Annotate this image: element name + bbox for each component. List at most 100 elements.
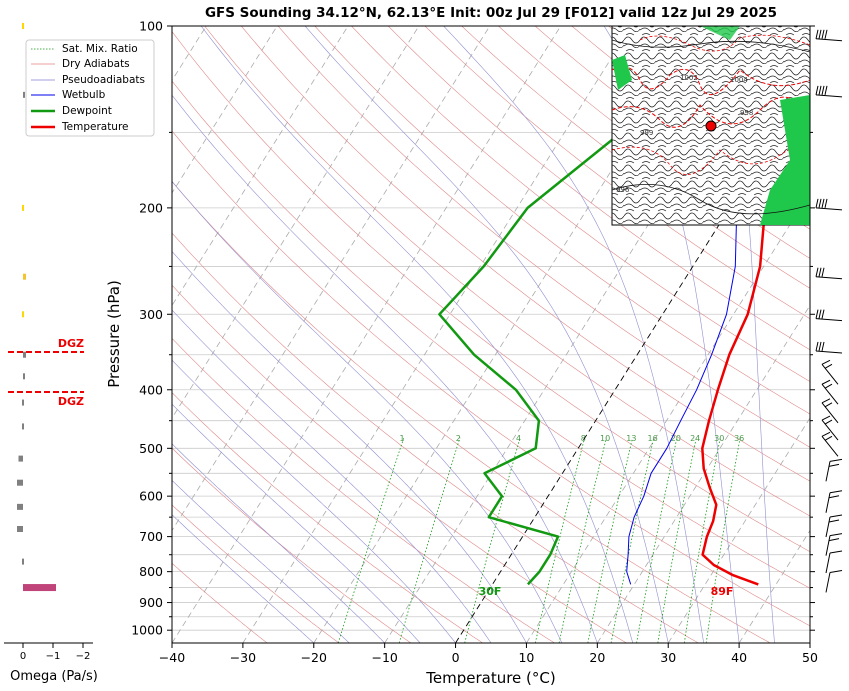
- wind-barb: [825, 458, 843, 482]
- x-tick-label: 0: [452, 650, 460, 665]
- x-tick-label: −40: [159, 650, 185, 665]
- mix-ratio-line: [464, 437, 521, 643]
- omega-bar: [22, 204, 24, 211]
- legend-entry: Temperature: [61, 121, 129, 133]
- mix-ratio-label: 10: [600, 434, 610, 443]
- chart-title: GFS Sounding 34.12°N, 62.13°E Init: 00z …: [205, 5, 777, 21]
- dry-adiabat: [172, 337, 555, 643]
- wind-barb: [825, 533, 843, 556]
- pseudoadiabat: [172, 359, 456, 643]
- wind-barb: [821, 415, 839, 441]
- omega-bar: [22, 23, 24, 29]
- omega-axis-label: Omega (Pa/s): [10, 669, 98, 684]
- mix-ratio-label: 20: [671, 434, 681, 443]
- y-tick-label: 700: [139, 529, 163, 544]
- pseudoadiabat: [304, 26, 669, 643]
- pseudoadiabat: [172, 443, 385, 643]
- x-axis-label: Temperature (°C): [425, 669, 555, 687]
- dry-adiabat: [424, 26, 810, 320]
- dry-adiabat: [351, 26, 810, 382]
- legend-entry: Sat. Mix. Ratio: [62, 43, 138, 55]
- wind-barb: [815, 267, 843, 280]
- omega-panel: DGZ DGZ 0 −1 −2 Omega (Pa/s): [4, 23, 98, 684]
- y-tick-label: 1000: [131, 623, 163, 638]
- y-tick-label: 600: [139, 489, 163, 504]
- mix-ratio-label: 16: [647, 434, 657, 443]
- dgz-upper-label: DGZ: [58, 337, 84, 350]
- pseudoadiabat: [172, 403, 421, 643]
- mix-ratio-line: [558, 437, 607, 643]
- dry-adiabat: [172, 30, 810, 553]
- legend-entry: Dewpoint: [62, 105, 112, 117]
- isotherm: [738, 529, 810, 643]
- dry-adiabat: [314, 26, 810, 415]
- mix-ratio-label: 13: [626, 434, 636, 443]
- x-tick-label: −20: [301, 650, 327, 665]
- omega-bar: [18, 455, 23, 462]
- pseudoadiabats: [172, 26, 775, 643]
- isotherm: [313, 26, 703, 643]
- pseudoadiabat: [172, 180, 563, 643]
- wind-barb: [815, 309, 843, 322]
- dewpoint-line: [438, 26, 729, 586]
- y-tick-label: 100: [139, 19, 163, 34]
- omega-bar: [17, 503, 23, 510]
- dry-adiabat: [172, 284, 627, 643]
- inset-map: 1002 1004 999 996 998: [611, 25, 811, 226]
- x-tick-label: 40: [731, 650, 747, 665]
- mix-ratio-line: [337, 437, 405, 643]
- pseudoadiabat: [172, 250, 527, 643]
- dry-adiabat: [172, 130, 810, 627]
- zero-isotherm: [455, 79, 810, 643]
- mix-ratio-line: [610, 437, 655, 643]
- x-tick-label: 10: [518, 650, 534, 665]
- y-tick-label: 200: [139, 200, 163, 215]
- y-axis-label: Pressure (hPa): [105, 280, 123, 388]
- omega-tick-0: 0: [20, 651, 26, 662]
- mix-ratio-line: [534, 437, 586, 643]
- x-tick-label: −10: [371, 650, 397, 665]
- pseudoadiabat: [200, 26, 634, 643]
- dry-adiabat: [172, 504, 340, 643]
- y-tick-label: 900: [139, 595, 163, 610]
- inset-isobar-label: 999: [640, 129, 653, 137]
- y-tick-label: 800: [139, 564, 163, 579]
- y-axis: 100 200 300 400 500 600 700 800 900 1000: [131, 19, 815, 638]
- omega-bar: [22, 399, 24, 406]
- pseudoadiabat: [725, 26, 775, 643]
- pseudoadiabat: [443, 26, 704, 643]
- omega-bar: [23, 91, 25, 98]
- x-tick-label: −30: [230, 650, 256, 665]
- pseudoadiabat: [172, 514, 315, 643]
- legend-entry: Dry Adiabats: [62, 58, 130, 70]
- mix-ratio-label: 1: [400, 434, 405, 443]
- omega-bar: [22, 558, 24, 565]
- dry-adiabat: [172, 80, 810, 589]
- wetbulb-line: [626, 94, 738, 585]
- wind-barb: [825, 514, 843, 538]
- wind-barb: [825, 569, 843, 593]
- omega-bar: [22, 311, 24, 318]
- wind-barb: [815, 29, 843, 42]
- wind-barb: [815, 198, 843, 211]
- y-tick-label: 400: [139, 382, 163, 397]
- dry-adiabat: [172, 392, 483, 643]
- legend: Sat. Mix. Ratio Dry Adiabats Pseudoadiab…: [25, 39, 155, 137]
- pseudoadiabat: [172, 309, 492, 643]
- isotherm: [809, 642, 810, 643]
- mix-ratio-line: [705, 437, 741, 643]
- wind-barbs: [815, 29, 843, 593]
- pseudoadiabat: [172, 94, 598, 643]
- mix-ratio-line: [636, 437, 678, 643]
- wind-barb: [825, 490, 843, 513]
- isotherm: [667, 417, 810, 643]
- inset-isobar-label: 998: [740, 109, 753, 117]
- wind-barb: [821, 379, 839, 405]
- omega-tick-2: −2: [76, 651, 91, 662]
- inset-isobar-label: 1002: [680, 74, 698, 82]
- omega-bar: [23, 273, 26, 280]
- legend-entry: Pseudoadiabats: [62, 74, 145, 86]
- mix-ratio-line: [398, 437, 461, 643]
- inset-isobar-label: 1004: [730, 76, 748, 84]
